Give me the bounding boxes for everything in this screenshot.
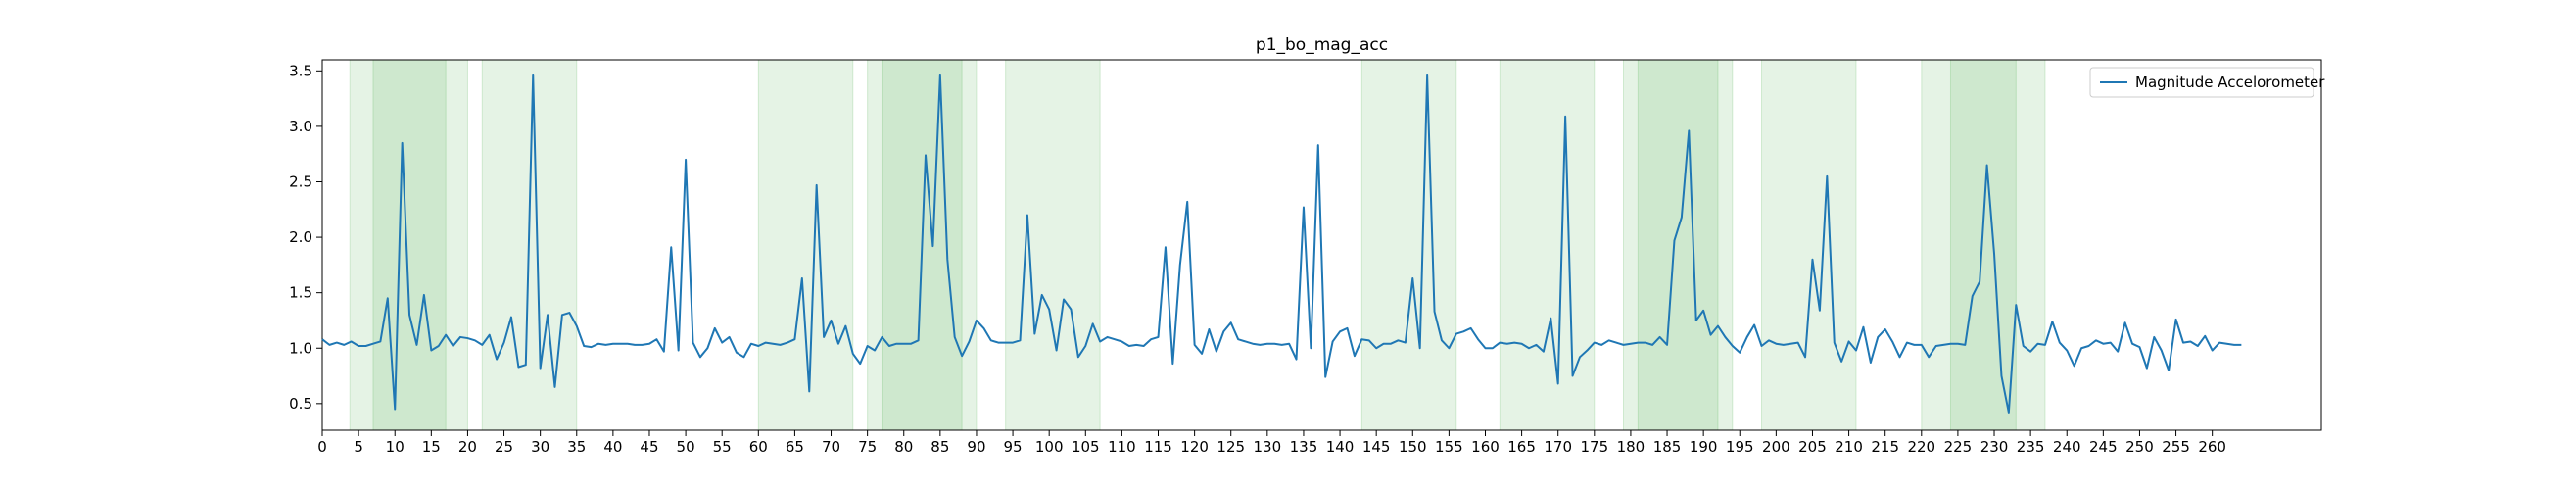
x-tick-label-255: 255 [2162, 438, 2190, 456]
y-tick-label-1.5: 1.5 [289, 284, 312, 302]
x-tick-label-85: 85 [930, 438, 949, 456]
series-layer [321, 74, 2242, 414]
shaded-region-7 [1360, 59, 1457, 431]
x-tick-label-15: 15 [422, 438, 441, 456]
shaded-region-9 [1623, 59, 1734, 431]
y-tick-label-2: 2.0 [289, 228, 312, 246]
x-tick-label-5: 5 [354, 438, 363, 456]
x-tick-label-170: 170 [1544, 438, 1572, 456]
x-tick-label-0: 0 [317, 438, 327, 456]
x-tick-label-225: 225 [1944, 438, 1973, 456]
x-tick-label-140: 140 [1326, 438, 1355, 456]
x-tick-label-30: 30 [531, 438, 549, 456]
chart-title: p1_bo_mag_acc [1256, 35, 1388, 55]
x-tick-label-95: 95 [1004, 438, 1023, 456]
shaded-region-10 [1637, 59, 1719, 431]
x-tick-label-175: 175 [1580, 438, 1608, 456]
shaded-region-11 [1761, 59, 1857, 431]
series-line-0 [321, 74, 2242, 414]
x-tick-label-195: 195 [1726, 438, 1754, 456]
shaded-region-3 [757, 59, 854, 431]
x-tick-label-20: 20 [458, 438, 477, 456]
x-tick-label-200: 200 [1762, 438, 1790, 456]
x-tick-label-130: 130 [1254, 438, 1282, 456]
x-tick-label-205: 205 [1798, 438, 1827, 456]
x-tick-label-160: 160 [1471, 438, 1500, 456]
x-tick-label-250: 250 [2125, 438, 2154, 456]
x-tick-label-90: 90 [967, 438, 985, 456]
x-tick-label-10: 10 [386, 438, 405, 456]
x-tick-label-55: 55 [713, 438, 732, 456]
x-tick-label-100: 100 [1035, 438, 1064, 456]
x-tick-label-210: 210 [1835, 438, 1863, 456]
x-tick-label-245: 245 [2089, 438, 2118, 456]
x-tick-label-110: 110 [1108, 438, 1136, 456]
x-tick-label-125: 125 [1216, 438, 1245, 456]
legend-entry-magnitude-accelorometer: Magnitude Accelorometer [2135, 74, 2325, 91]
x-tick-label-35: 35 [567, 438, 586, 456]
x-tick-label-220: 220 [1907, 438, 1935, 456]
axes: 0 5 10 15 20 25 30 35 40 45 50 55 60 65 70 75 80 85 90 95 10… [289, 59, 2322, 456]
x-tick-label-260: 260 [2198, 438, 2226, 456]
x-tick-label-215: 215 [1871, 438, 1899, 456]
legend-box [2089, 67, 2314, 98]
shaded-region-6 [1005, 59, 1101, 431]
x-tick-label-75: 75 [858, 438, 877, 456]
y-tick-label-3: 3.0 [289, 118, 312, 135]
shaded-region-1 [372, 59, 447, 431]
x-tick-label-185: 185 [1653, 438, 1682, 456]
y-tick-label-0.5: 0.5 [289, 395, 312, 413]
x-tick-label-40: 40 [603, 438, 622, 456]
x-tick-label-25: 25 [495, 438, 513, 456]
x-tick-label-45: 45 [640, 438, 658, 456]
x-tick-label-180: 180 [1617, 438, 1646, 456]
x-tick-label-135: 135 [1290, 438, 1318, 456]
y-tick-label-3.5: 3.5 [289, 62, 312, 79]
x-tick-label-105: 105 [1072, 438, 1100, 456]
x-tick-label-165: 165 [1507, 438, 1536, 456]
x-tick-label-230: 230 [1980, 438, 2009, 456]
x-tick-label-115: 115 [1144, 438, 1172, 456]
x-tick-label-155: 155 [1435, 438, 1463, 456]
y-tick-label-1: 1.0 [289, 339, 312, 357]
x-tick-label-235: 235 [2017, 438, 2045, 456]
x-tick-label-145: 145 [1362, 438, 1391, 456]
shaded-region-0 [349, 59, 468, 431]
x-tick-label-120: 120 [1180, 438, 1209, 456]
x-tick-label-70: 70 [822, 438, 840, 456]
plot-frame [321, 59, 2322, 431]
shaded-regions [349, 59, 2046, 431]
x-tick-label-240: 240 [2053, 438, 2081, 456]
x-tick-label-65: 65 [786, 438, 804, 456]
shaded-region-12 [1921, 59, 2046, 431]
shaded-region-8 [1499, 59, 1596, 431]
x-tick-label-150: 150 [1399, 438, 1427, 456]
legend: Magnitude Accelorometer [2089, 67, 2325, 98]
y-tick-label-2.5: 2.5 [289, 173, 312, 190]
x-tick-label-80: 80 [894, 438, 913, 456]
x-tick-label-60: 60 [749, 438, 768, 456]
shaded-region-13 [1949, 59, 2017, 431]
x-tick-label-50: 50 [677, 438, 695, 456]
x-tick-label-190: 190 [1690, 438, 1718, 456]
